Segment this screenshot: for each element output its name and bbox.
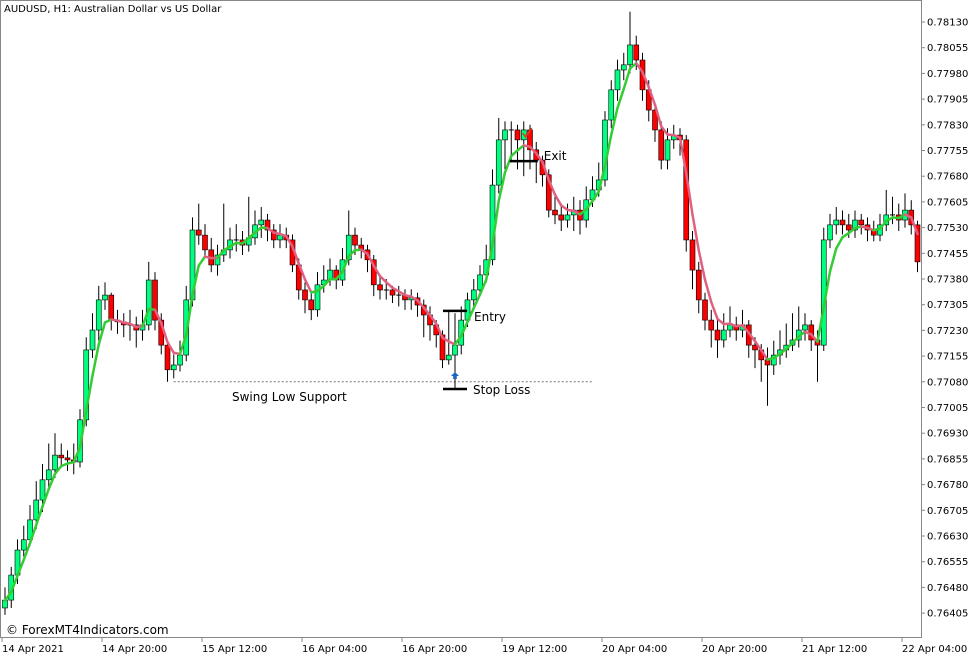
- candle-body: [59, 455, 64, 458]
- x-tick-label: 15 Apr 12:00: [202, 644, 267, 655]
- candle-body: [171, 365, 176, 370]
- candle-body: [628, 45, 633, 65]
- candle-body: [659, 130, 664, 160]
- candle-body: [109, 295, 114, 320]
- candle-body: [828, 225, 833, 240]
- candle-body: [621, 65, 626, 70]
- y-tick-label: 0.77005: [927, 403, 968, 414]
- y-tick-label: 0.77305: [927, 300, 968, 311]
- candle-body: [615, 70, 620, 90]
- candle-body: [96, 300, 101, 330]
- candle-body: [703, 300, 708, 320]
- candle-body: [846, 225, 851, 230]
- entry-label: Entry: [474, 310, 506, 324]
- y-tick-label: 0.78055: [927, 43, 968, 54]
- y-tick-label: 0.77380: [927, 275, 968, 286]
- y-tick-label: 0.76930: [927, 429, 968, 440]
- candle-body: [21, 540, 26, 550]
- candle-body: [146, 280, 151, 325]
- x-tick-label: 20 Apr 20:00: [702, 644, 767, 655]
- y-tick-label: 0.77530: [927, 223, 968, 234]
- candle-body: [834, 220, 839, 225]
- candle-body: [565, 215, 570, 220]
- x-axis: 14 Apr 2021 14 Apr 20:00 15 Apr 12:00 16 Ap…: [2, 637, 967, 655]
- candle-body: [665, 140, 670, 160]
- y-tick-label: 0.76780: [927, 480, 968, 491]
- candle-body: [515, 130, 520, 140]
- y-tick-label: 0.77455: [927, 249, 968, 260]
- y-tick-label: 0.76630: [927, 532, 968, 543]
- x-tick-label: 21 Apr 12:00: [802, 644, 867, 655]
- x-tick-label: 16 Apr 04:00: [302, 644, 367, 655]
- y-tick-label: 0.77155: [927, 352, 968, 363]
- y-tick-label: 0.76855: [927, 454, 968, 465]
- y-tick-label: 0.77230: [927, 326, 968, 337]
- candle-body: [803, 325, 808, 330]
- y-tick-label: 0.76705: [927, 506, 968, 517]
- candle-body: [446, 355, 451, 360]
- candle-body: [378, 285, 383, 290]
- candle-body: [859, 220, 864, 225]
- candle-body: [90, 330, 95, 350]
- y-tick-label: 0.77680: [927, 172, 968, 183]
- candle-body: [609, 90, 614, 120]
- exit-label: Exit: [544, 149, 567, 163]
- candle-body: [309, 300, 314, 310]
- x-tick-label: 16 Apr 20:00: [402, 644, 467, 655]
- candle-body: [46, 470, 51, 480]
- stop-loss-label: Stop Loss: [473, 383, 530, 397]
- candle-body: [715, 330, 720, 340]
- candle-body: [178, 355, 183, 365]
- y-tick-label: 0.77905: [927, 95, 968, 106]
- y-tick-label: 0.76555: [927, 557, 968, 568]
- x-tick-label: 14 Apr 2021: [2, 644, 64, 655]
- candle-body: [65, 458, 70, 460]
- y-tick-label: 0.76480: [927, 583, 968, 594]
- watermark: © ForexMT4Indicators.com: [6, 623, 169, 637]
- x-tick-label: 19 Apr 12:00: [502, 644, 567, 655]
- y-tick-label: 0.78130: [927, 18, 968, 29]
- chart-title: AUDUSD, H1: Australian Dollar vs US Doll…: [4, 4, 222, 15]
- y-tick-label: 0.77830: [927, 120, 968, 131]
- candle-body: [503, 130, 508, 140]
- candle-body: [709, 320, 714, 330]
- candle-body: [634, 45, 639, 60]
- y-tick-label: 0.77605: [927, 197, 968, 208]
- candle-body: [553, 210, 558, 215]
- candle-body: [103, 295, 108, 300]
- y-axis: 0.78130 0.78055 0.77980 0.77905 0.77830 0.777…: [921, 18, 968, 620]
- candle-body: [353, 235, 358, 245]
- candle-body: [721, 330, 726, 340]
- candle-body: [453, 345, 458, 355]
- swing-low-label: Swing Low Support: [232, 390, 347, 404]
- candle-body: [259, 220, 264, 225]
- candle-body: [840, 220, 845, 225]
- candle-body: [53, 455, 58, 470]
- x-tick-label: 22 Apr 04:00: [902, 644, 967, 655]
- candle-body: [696, 270, 701, 300]
- y-tick-label: 0.77080: [927, 377, 968, 388]
- candle-body: [40, 480, 45, 500]
- candle-body: [303, 290, 308, 300]
- y-tick-label: 0.77980: [927, 69, 968, 80]
- candle-body: [471, 290, 476, 300]
- x-tick-label: 20 Apr 04:00: [602, 644, 667, 655]
- candle-body: [165, 345, 170, 370]
- candle-body: [496, 140, 501, 185]
- y-tick-label: 0.76405: [927, 609, 968, 620]
- candle-body: [559, 215, 564, 220]
- x-tick-label: 14 Apr 20:00: [102, 644, 167, 655]
- candle-body: [390, 290, 395, 295]
- candle-body: [203, 235, 208, 250]
- y-tick-label: 0.77755: [927, 146, 968, 157]
- candle-body: [196, 230, 201, 235]
- candle-body: [690, 240, 695, 270]
